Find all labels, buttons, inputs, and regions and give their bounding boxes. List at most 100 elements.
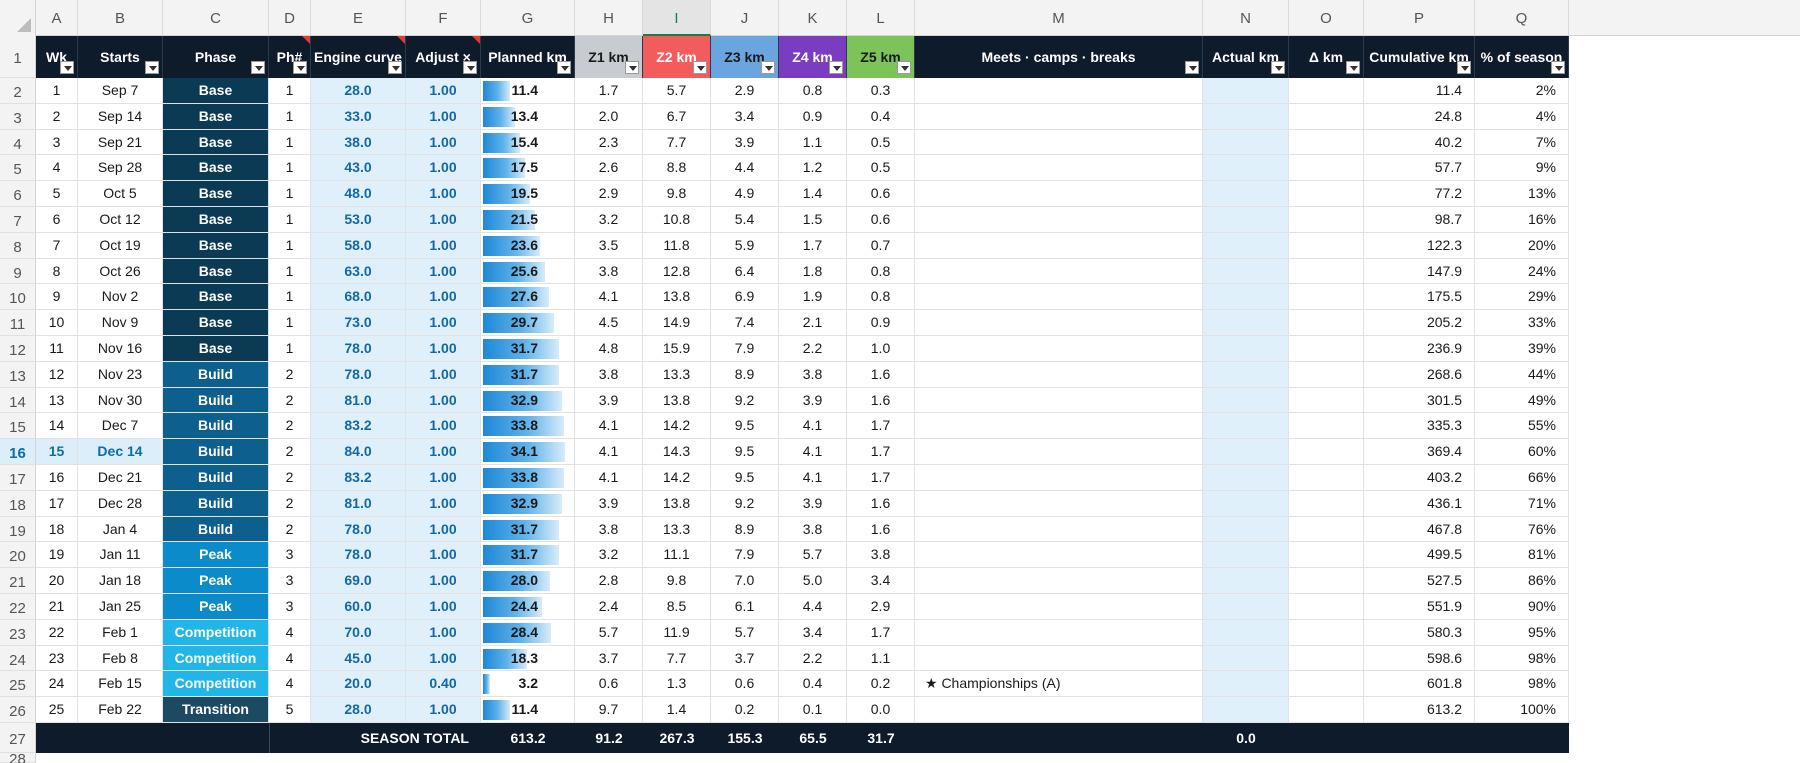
row-header-22[interactable]: 22 (0, 594, 36, 620)
row-header-28[interactable]: 28 (0, 752, 36, 763)
cell-actual[interactable] (1203, 490, 1289, 517)
cell-adjust[interactable]: 1.00 (406, 181, 481, 207)
cell-engine[interactable]: 84.0 (311, 439, 406, 465)
column-header-m[interactable]: M (915, 0, 1203, 36)
cell-meets[interactable] (915, 594, 1203, 620)
row-header-16[interactable]: 16 (0, 439, 36, 465)
cell-meets[interactable] (915, 697, 1203, 723)
cell-actual[interactable] (1203, 413, 1289, 440)
cell-actual[interactable] (1203, 387, 1289, 414)
header-phase[interactable]: Phase (163, 36, 269, 78)
cell-engine[interactable]: 69.0 (311, 568, 406, 594)
row-header-26[interactable]: 26 (0, 697, 36, 723)
cell-meets[interactable] (915, 155, 1203, 182)
header-delta[interactable]: Δ km (1289, 36, 1364, 78)
row-header-19[interactable]: 19 (0, 516, 36, 543)
cell-adjust[interactable]: 1.00 (406, 465, 481, 491)
cell-meets[interactable] (915, 387, 1203, 414)
cell-meets[interactable] (915, 568, 1203, 594)
header-adjust[interactable]: Adjust × (406, 36, 481, 78)
cell-meets[interactable] (915, 310, 1203, 336)
cell-actual[interactable] (1203, 284, 1289, 311)
cell-actual[interactable] (1203, 103, 1289, 130)
header-cumulative[interactable]: Cumulative km (1364, 36, 1475, 78)
filter-dropdown-icon[interactable] (60, 61, 74, 74)
row-header-15[interactable]: 15 (0, 413, 36, 440)
cell-actual[interactable] (1203, 310, 1289, 336)
row-header-13[interactable]: 13 (0, 361, 36, 388)
cell-meets[interactable] (915, 516, 1203, 543)
cell-meets[interactable] (915, 258, 1203, 285)
cell-meets[interactable] (915, 232, 1203, 259)
row-header-24[interactable]: 24 (0, 645, 36, 672)
cell-meets[interactable] (915, 361, 1203, 388)
header-z2[interactable]: Z2 km (643, 36, 711, 78)
cell-adjust[interactable]: 1.00 (406, 258, 481, 285)
header-wk[interactable]: Wk (36, 36, 78, 78)
row-header-25[interactable]: 25 (0, 671, 36, 698)
cell-adjust[interactable]: 1.00 (406, 619, 481, 646)
cell-actual[interactable] (1203, 207, 1289, 233)
cell-engine[interactable]: 28.0 (311, 697, 406, 723)
cell-adjust[interactable]: 1.00 (406, 542, 481, 569)
cell-actual[interactable] (1203, 594, 1289, 620)
cell-actual[interactable] (1203, 361, 1289, 388)
row-header-6[interactable]: 6 (0, 181, 36, 207)
cell-engine[interactable]: 28.0 (311, 78, 406, 104)
cell-engine[interactable]: 70.0 (311, 619, 406, 646)
cell-meets[interactable] (915, 413, 1203, 440)
column-header-o[interactable]: O (1289, 0, 1364, 36)
cell-engine[interactable]: 78.0 (311, 516, 406, 543)
cell-meets[interactable] (915, 207, 1203, 233)
filter-dropdown-icon[interactable] (829, 61, 843, 74)
row-header-10[interactable]: 10 (0, 284, 36, 311)
cell-actual[interactable] (1203, 568, 1289, 594)
row-header-12[interactable]: 12 (0, 336, 36, 362)
cell-meets[interactable] (915, 645, 1203, 672)
filter-dropdown-icon[interactable] (463, 61, 477, 74)
column-header-q[interactable]: Q (1475, 0, 1569, 36)
cell-engine[interactable]: 53.0 (311, 207, 406, 233)
header-z5[interactable]: Z5 km (847, 36, 915, 78)
cell-engine[interactable]: 48.0 (311, 181, 406, 207)
row-header-5[interactable]: 5 (0, 155, 36, 182)
cell-actual[interactable] (1203, 78, 1289, 104)
row-header-11[interactable]: 11 (0, 310, 36, 336)
select-all-corner[interactable] (0, 0, 36, 36)
header-ph[interactable]: Ph# (269, 36, 311, 78)
row-header-2[interactable]: 2 (0, 78, 36, 104)
header-engine[interactable]: Engine curve (311, 36, 406, 78)
cell-actual[interactable] (1203, 542, 1289, 569)
cell-actual[interactable] (1203, 671, 1289, 698)
header-pct[interactable]: % of season (1475, 36, 1569, 78)
cell-engine[interactable]: 58.0 (311, 232, 406, 259)
cell-adjust[interactable]: 1.00 (406, 568, 481, 594)
cell-actual[interactable] (1203, 465, 1289, 491)
column-header-l[interactable]: L (847, 0, 915, 36)
cell-engine[interactable]: 83.2 (311, 465, 406, 491)
cell-engine[interactable]: 38.0 (311, 129, 406, 156)
cell-meets[interactable] (915, 439, 1203, 465)
row-header-14[interactable]: 14 (0, 387, 36, 414)
column-header-a[interactable]: A (36, 0, 78, 36)
filter-dropdown-icon[interactable] (388, 61, 402, 74)
cell-engine[interactable]: 81.0 (311, 490, 406, 517)
column-header-k[interactable]: K (779, 0, 847, 36)
cell-actual[interactable] (1203, 645, 1289, 672)
column-header-n[interactable]: N (1203, 0, 1289, 36)
filter-dropdown-icon[interactable] (625, 61, 639, 74)
cell-engine[interactable]: 83.2 (311, 413, 406, 440)
cell-adjust[interactable]: 1.00 (406, 207, 481, 233)
cell-adjust[interactable]: 1.00 (406, 387, 481, 414)
cell-adjust[interactable]: 1.00 (406, 336, 481, 362)
filter-dropdown-icon[interactable] (1551, 61, 1565, 74)
header-planned[interactable]: Planned km (481, 36, 575, 78)
cell-meets[interactable] (915, 542, 1203, 569)
cell-adjust[interactable]: 1.00 (406, 516, 481, 543)
cell-engine[interactable]: 78.0 (311, 542, 406, 569)
filter-dropdown-icon[interactable] (293, 61, 307, 74)
row-header-7[interactable]: 7 (0, 207, 36, 233)
row-header-21[interactable]: 21 (0, 568, 36, 594)
cell-actual[interactable] (1203, 129, 1289, 156)
cell-engine[interactable]: 20.0 (311, 671, 406, 698)
